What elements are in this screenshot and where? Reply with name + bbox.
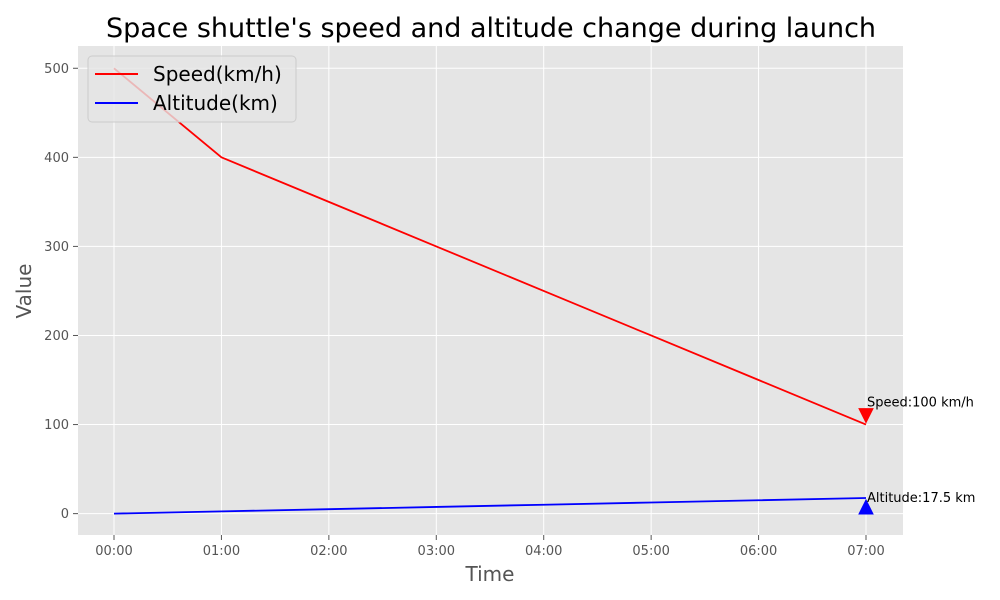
x-tick-label: 05:00 [632,544,669,559]
y-tick-label: 100 [44,418,69,433]
x-axis: 00:00 01:00 02:00 03:00 04:00 05:00 06:00 07:00 [95,535,884,559]
y-tick-label: 200 [44,329,69,344]
y-tick-label: 300 [44,240,69,255]
y-tick-label: 400 [44,151,69,166]
x-tick-label: 00:00 [95,544,132,559]
x-tick-label: 06:00 [740,544,777,559]
legend: Speed(km/h) Altitude(km) [88,56,296,122]
y-axis: 0 100 200 300 400 500 [44,62,78,522]
legend-entry: Speed(km/h) [153,62,282,86]
y-axis-label: Value [12,264,36,319]
x-tick-label: 04:00 [525,544,562,559]
x-tick-label: 07:00 [847,544,884,559]
altitude-annotation: Altitude:17.5 km [867,491,975,506]
x-axis-label: Time [465,562,515,586]
x-tick-label: 02:00 [310,544,347,559]
chart-title: Space shuttle's speed and altitude chang… [106,13,876,44]
x-tick-label: 01:00 [203,544,240,559]
speed-annotation: Speed:100 km/h [867,396,974,411]
y-tick-label: 500 [44,62,69,77]
legend-entry: Altitude(km) [153,91,278,115]
y-tick-label: 0 [61,507,69,522]
x-tick-label: 03:00 [418,544,455,559]
